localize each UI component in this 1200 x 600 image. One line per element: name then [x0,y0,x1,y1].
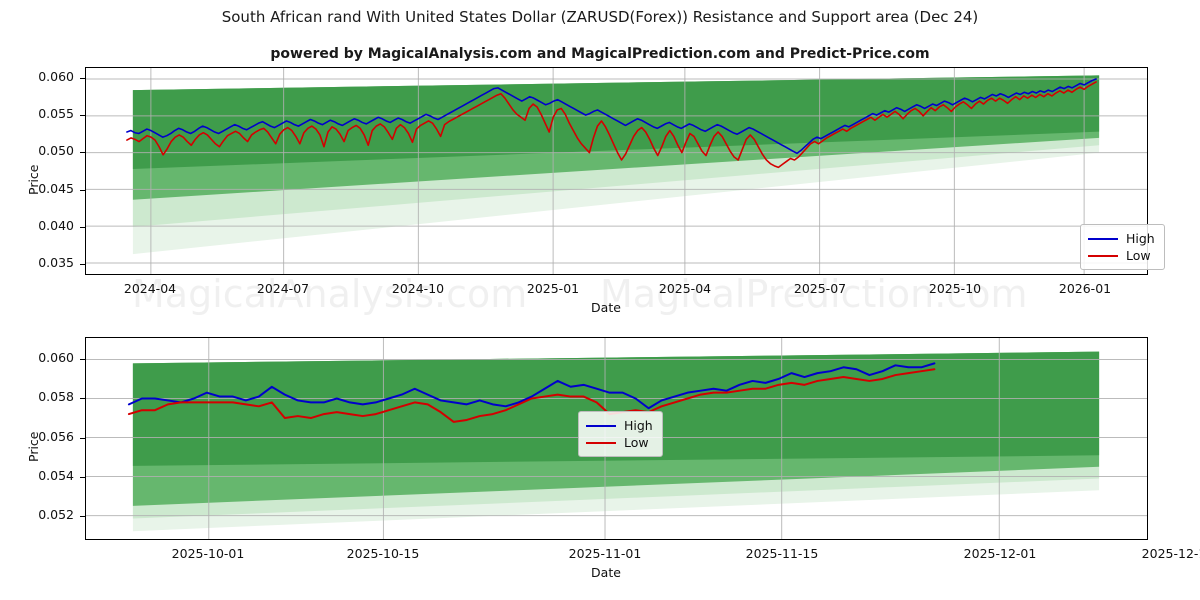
y-tick-label: 0.045 [38,180,74,196]
y-tick-mark [80,476,85,478]
x-tick-label: 2026-01 [1058,281,1112,296]
y-tick-label: 0.060 [38,69,74,85]
legend-line-high-icon [1088,237,1118,240]
lower-legend[interactable]: High Low [578,411,663,457]
y-tick-mark [80,516,85,518]
upper-plot-area [86,68,1147,274]
x-tick-label: 2025-12-01 [963,546,1037,561]
legend-line-low-icon [586,441,616,444]
price-chart-upper [85,67,1148,275]
x-tick-label: 2025-10-01 [171,546,245,561]
y-tick-mark [80,189,85,191]
x-tick-label: 2025-07 [793,281,847,296]
chart-title: South African rand With United States Do… [221,8,979,26]
y-tick-mark [80,263,85,265]
legend-label-low: Low [624,435,649,450]
upper-legend[interactable]: High Low [1080,224,1165,270]
x-tick-label: 2025-11-15 [745,546,819,561]
y-tick-mark [80,398,85,400]
legend-label-high: High [1126,231,1155,246]
x-tick-label: 2024-07 [256,281,310,296]
legend-label-low: Low [1126,248,1151,263]
lower-x-axis-label: Date [591,565,621,580]
x-tick-label: 2025-10 [928,281,982,296]
x-tick-label: 2025-11-01 [568,546,642,561]
legend-line-high-icon [586,424,616,427]
x-tick-label: 2025-01 [526,281,580,296]
upper-x-axis-label: Date [591,300,621,315]
y-tick-label: 0.055 [38,106,74,122]
y-tick-mark [80,226,85,228]
legend-label-high: High [624,418,653,433]
legend-row-low: Low [586,434,653,451]
x-tick-label: 2025-12-15 [1141,546,1200,561]
legend-row-low: Low [1088,247,1155,264]
x-tick-label: 2024-10 [391,281,445,296]
y-tick-label: 0.056 [38,428,74,444]
y-tick-label: 0.040 [38,217,74,233]
x-tick-label: 2025-10-15 [346,546,420,561]
y-tick-mark [80,152,85,154]
x-tick-label: 2025-04 [658,281,712,296]
legend-row-high: High [1088,230,1155,247]
legend-line-low-icon [1088,254,1118,257]
y-tick-label: 0.054 [38,467,74,483]
y-tick-mark [80,358,85,360]
y-tick-label: 0.060 [38,349,74,365]
y-tick-label: 0.052 [38,507,74,523]
y-tick-mark [80,78,85,80]
y-tick-mark [80,115,85,117]
x-tick-label: 2024-04 [123,281,177,296]
chart-subtitle: powered by MagicalAnalysis.com and Magic… [270,46,930,62]
y-tick-label: 0.050 [38,143,74,159]
y-tick-mark [80,437,85,439]
legend-row-high: High [586,417,653,434]
y-tick-label: 0.035 [38,254,74,270]
y-tick-label: 0.058 [38,389,74,405]
